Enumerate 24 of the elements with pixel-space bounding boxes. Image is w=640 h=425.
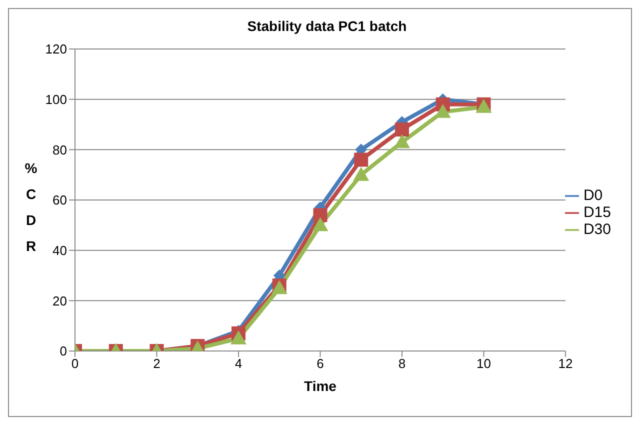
- legend-label: D0: [583, 187, 603, 204]
- legend-label: D15: [583, 204, 611, 221]
- y-tick-label: 0: [60, 344, 67, 359]
- point: [353, 166, 370, 181]
- y-tick-label: 100: [45, 92, 67, 107]
- point: [394, 122, 409, 137]
- x-tick-label: 10: [476, 356, 491, 372]
- y-tick-label: 20: [52, 293, 67, 308]
- x-tick-label: 12: [558, 356, 573, 372]
- y-tick-label: 40: [52, 242, 67, 258]
- y-axis-title: %CDR: [24, 160, 38, 254]
- x-tick-label: 2: [153, 356, 160, 372]
- y-tick-label: 60: [52, 192, 67, 208]
- point: [354, 152, 368, 167]
- y-tick-label: 120: [45, 42, 67, 57]
- y-tick-label: 80: [52, 142, 67, 158]
- legend-label: D30: [583, 221, 611, 238]
- x-tick-label: 6: [316, 356, 324, 372]
- x-tick-label: 8: [398, 356, 406, 372]
- x-tick-label: 4: [234, 356, 242, 372]
- chart-title: Stability data PC1 batch: [247, 18, 407, 34]
- x-tick-label: 0: [71, 356, 79, 372]
- point: [312, 217, 328, 232]
- x-axis-title: Time: [304, 378, 337, 394]
